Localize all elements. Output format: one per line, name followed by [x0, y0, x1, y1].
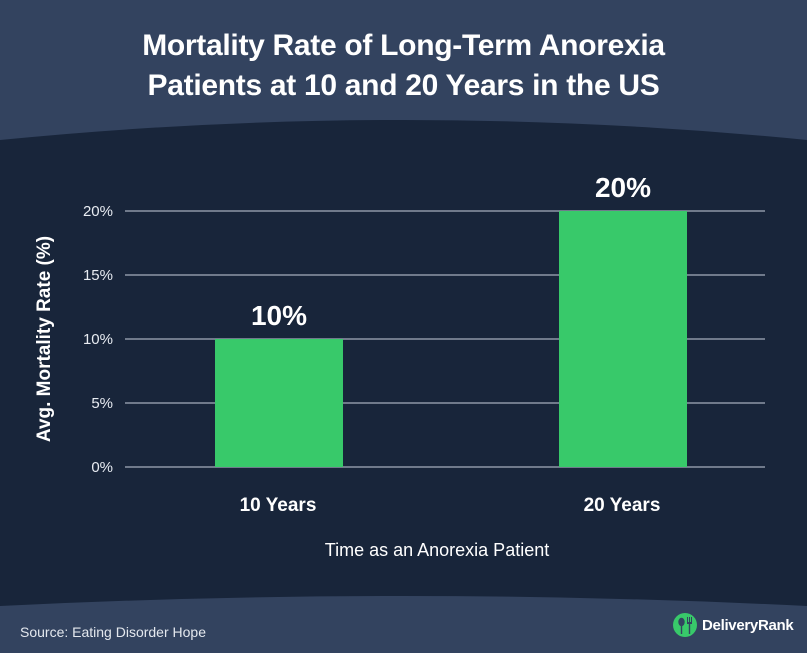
brand-name: DeliveryRank	[702, 616, 794, 634]
y-tick-label: 5%	[91, 395, 113, 412]
bar-value-label: 20%	[595, 172, 651, 203]
y-axis-label: Avg. Mortality Rate (%)	[34, 236, 55, 442]
title-line-1: Mortality Rate of Long-Term Anorexia	[142, 29, 665, 62]
x-tick-label: 20 Years	[584, 495, 661, 516]
data-labels: 10% 20%	[251, 172, 651, 331]
title-line-2: Patients at 10 and 20 Years in the US	[147, 69, 660, 102]
y-tick-label: 10%	[83, 331, 113, 348]
chart-title: Mortality Rate of Long-Term Anorexia Pat…	[0, 26, 807, 106]
y-tick-label: 15%	[83, 267, 113, 284]
x-axis-label: Time as an Anorexia Patient	[325, 540, 549, 560]
bars	[215, 211, 687, 467]
x-tick-label: 10 Years	[240, 495, 317, 516]
bar-value-label: 10%	[251, 300, 307, 331]
y-axis-ticks: 0% 5% 10% 15% 20%	[83, 203, 113, 476]
y-tick-label: 20%	[83, 203, 113, 220]
source-note: Source: Eating Disorder Hope	[20, 624, 206, 640]
fork-spoon-icon	[673, 613, 697, 637]
x-axis-ticks: 10 Years 20 Years	[240, 495, 661, 516]
bar	[215, 339, 343, 467]
brand-logo: DeliveryRank	[672, 612, 794, 638]
bar	[559, 211, 687, 467]
y-tick-label: 0%	[91, 459, 113, 476]
